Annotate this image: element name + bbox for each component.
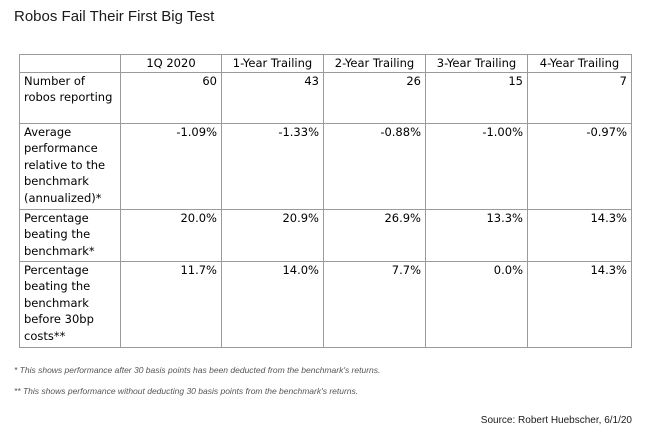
table-cell: 7.7%: [323, 260, 426, 348]
row-label: Number of robos reporting: [19, 71, 121, 124]
row-label: Percentage beating the benchmark*: [19, 208, 121, 262]
table-cell: 14.3%: [527, 208, 632, 262]
footnote-before-costs: ** This shows performance without deduct…: [14, 386, 359, 396]
table-cell: -1.00%: [425, 122, 528, 210]
table-header-row: 1Q 2020 1-Year Trailing 2-Year Trailing …: [19, 54, 632, 73]
table-row: Average performance relative to the benc…: [19, 122, 632, 210]
source-credit: Source: Robert Huebscher, 6/1/20: [480, 415, 632, 426]
table-row: Percentage beating the benchmark* 20.0% …: [19, 208, 632, 262]
column-header-2-year: 2-Year Trailing: [323, 54, 426, 73]
table-cell: 43: [221, 71, 324, 124]
table-cell: -1.09%: [120, 122, 222, 210]
table-cell: -0.88%: [323, 122, 426, 210]
table-cell: -0.97%: [527, 122, 632, 210]
column-header-1q-2020: 1Q 2020: [120, 54, 222, 73]
column-header-1-year: 1-Year Trailing: [221, 54, 324, 73]
row-label: Average performance relative to the benc…: [19, 122, 121, 210]
table-cell: 15: [425, 71, 528, 124]
table-cell: 14.0%: [221, 260, 324, 348]
table-cell: 20.0%: [120, 208, 222, 262]
table-cell: 60: [120, 71, 222, 124]
table-cell: 26.9%: [323, 208, 426, 262]
footnote-after-costs: * This shows performance after 30 basis …: [14, 365, 381, 375]
table-row: Number of robos reporting 60 43 26 15 7: [19, 71, 632, 124]
table-cell: 13.3%: [425, 208, 528, 262]
page-title: Robos Fail Their First Big Test: [14, 8, 215, 25]
performance-table: 1Q 2020 1-Year Trailing 2-Year Trailing …: [19, 54, 632, 348]
row-label: Percentage beating the benchmark before …: [19, 260, 121, 348]
table-row: Percentage beating the benchmark before …: [19, 260, 632, 348]
column-header-4-year: 4-Year Trailing: [527, 54, 632, 73]
table-cell: 14.3%: [527, 260, 632, 348]
table-cell: 11.7%: [120, 260, 222, 348]
column-header-3-year: 3-Year Trailing: [425, 54, 528, 73]
table-cell: 20.9%: [221, 208, 324, 262]
table-cell: -1.33%: [221, 122, 324, 210]
table-cell: 7: [527, 71, 632, 124]
table-cell: 26: [323, 71, 426, 124]
table-cell: 0.0%: [425, 260, 528, 348]
column-header-label: [19, 54, 121, 73]
